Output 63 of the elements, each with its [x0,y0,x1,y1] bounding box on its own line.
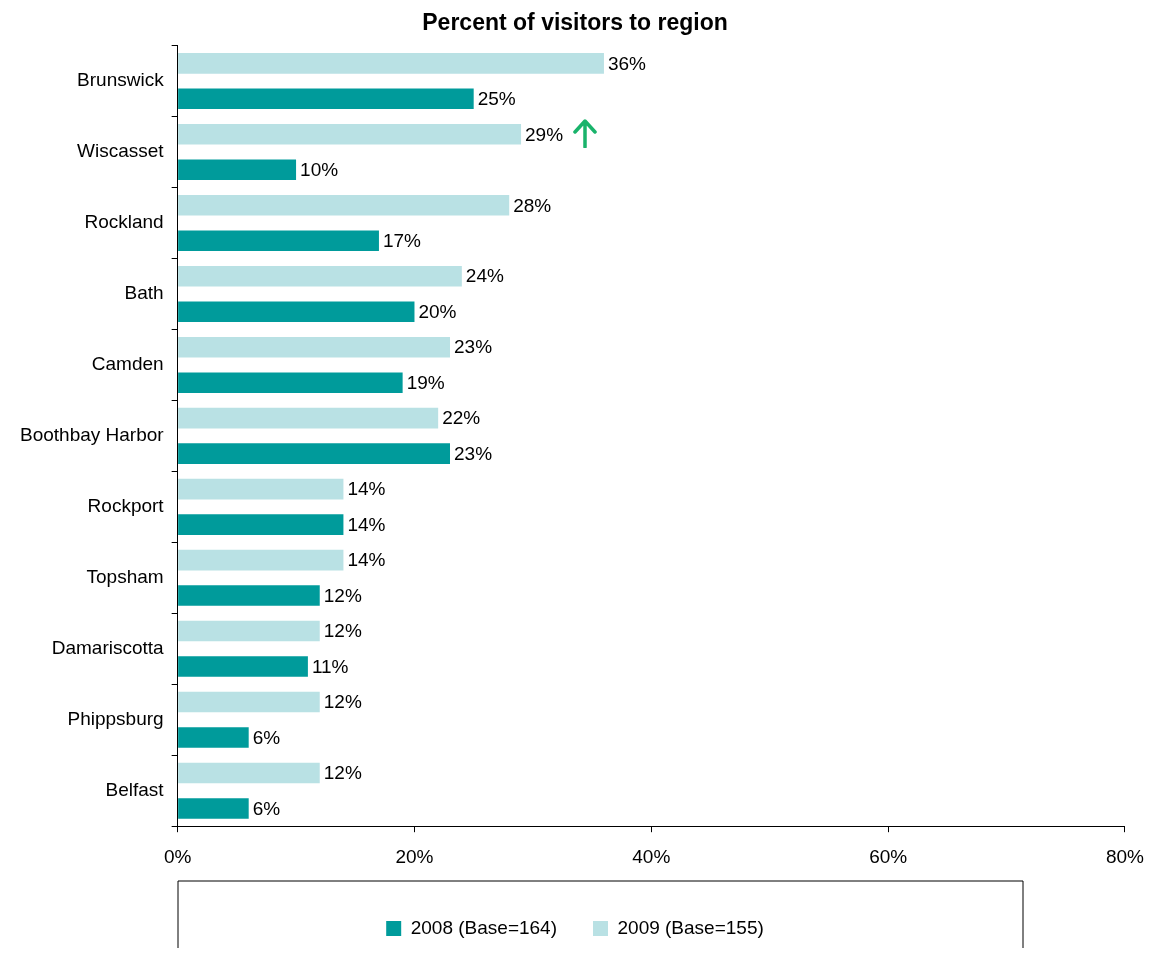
bar [178,691,320,713]
data-label: 14% [347,478,386,500]
x-tick-label: 0% [163,845,192,867]
data-label: 23% [454,336,493,358]
y-tick-label: Rockland [84,211,164,233]
y-tick-label: Camden [91,353,164,375]
bar [178,88,474,110]
y-tick-label: Damariscotta [51,637,165,659]
data-label: 24% [465,265,504,287]
bar [178,230,379,252]
data-label: 12% [323,620,362,642]
y-tick-label: Wiscasset [77,140,165,162]
bar [178,407,439,429]
bar [178,265,462,287]
y-tick-label: Bath [124,282,164,304]
data-label: 6% [252,797,281,819]
bar [178,656,308,677]
data-label: 6% [252,726,281,748]
bar [178,443,450,464]
y-tick-label: Belfast [105,778,165,800]
data-label: 20% [418,300,457,322]
bar [178,372,403,393]
bar [178,620,320,642]
data-label: 28% [513,194,552,216]
data-label: 12% [323,691,362,713]
y-tick-label: Topsham [86,566,164,588]
y-tick-label: Phippsburg [67,707,164,729]
data-label: 14% [347,513,386,535]
x-tick-label: 40% [632,845,671,867]
legend-label: 2009 (Base=155) [617,916,764,938]
bar [178,727,249,748]
data-label: 12% [323,762,362,784]
legend-label: 2008 (Base=164) [410,916,558,938]
data-label: 29% [525,123,564,145]
y-tick-label: Rockport [87,495,165,517]
x-tick-label: 20% [395,845,434,867]
data-label: 19% [406,371,445,393]
bar [178,798,249,819]
bar [178,159,297,181]
data-label: 36% [607,52,647,74]
data-label: 22% [442,407,481,429]
x-tick-label: 80% [1105,845,1145,867]
bar [178,301,415,322]
bar [178,336,450,358]
data-label: 14% [347,549,386,571]
data-label: 12% [323,584,362,606]
y-tick-label: Brunswick [77,69,165,91]
chart-title: Percent of visitors to region [422,9,728,36]
data-label: 11% [311,655,349,677]
bar [178,762,320,784]
data-label: 25% [477,88,516,110]
x-tick-label: 60% [869,845,908,867]
y-tick-label: Boothbay Harbor [19,424,165,446]
data-label: 10% [300,159,339,181]
bar [178,585,320,606]
bar [178,478,344,500]
data-label: 17% [382,229,422,251]
bar [178,514,344,535]
bar [178,549,344,571]
data-label: 23% [454,442,493,464]
bar [178,124,522,145]
bar [178,53,604,74]
bar [178,194,510,216]
